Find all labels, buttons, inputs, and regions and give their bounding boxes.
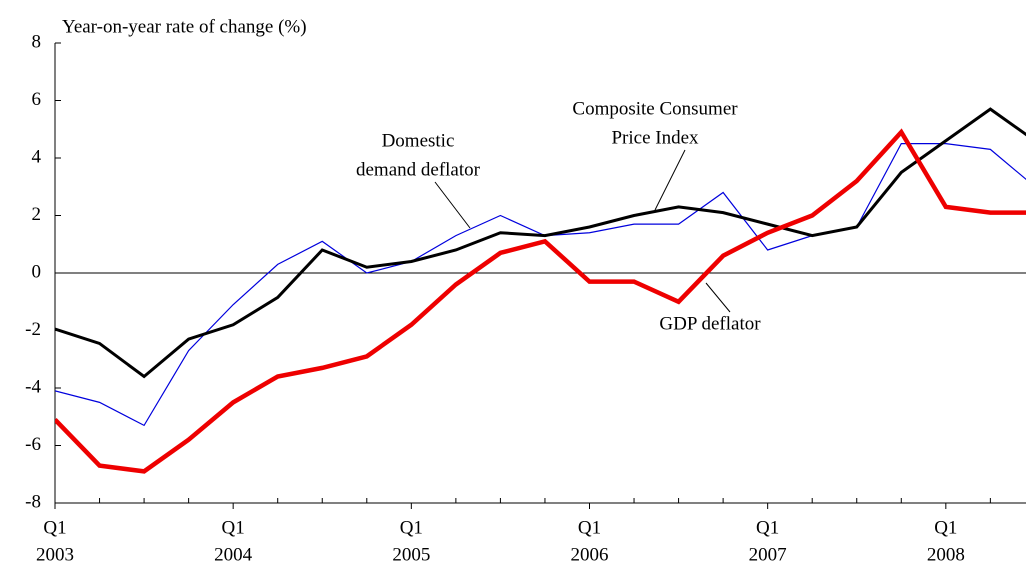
y-tick-label: -2 (25, 319, 41, 340)
x-tick-label: 2004 (214, 544, 253, 565)
y-tick-label: -6 (25, 434, 41, 455)
annotation: demand deflator (356, 159, 481, 180)
plot-lines (55, 107, 1026, 474)
y-tick-label: 2 (32, 204, 42, 225)
x-tick-label: Q1 (43, 517, 66, 538)
x-tick-label: Q1 (400, 517, 423, 538)
annotation-leader (434, 181, 471, 229)
annotation: Composite Consumer (572, 98, 738, 119)
y-tick-label: 0 (32, 261, 42, 282)
y-tick-label: -8 (25, 491, 41, 512)
annotation: Price Index (611, 127, 699, 148)
x-tick-label: 2008 (927, 544, 965, 565)
x-tick-label: 2006 (570, 544, 608, 565)
annotation-leader (705, 282, 731, 313)
annotation: Domestic (382, 130, 455, 151)
y-tick-label: 6 (32, 89, 42, 110)
series-line (55, 128, 1026, 474)
x-tick-label: Q1 (222, 517, 245, 538)
y-tick-label: 8 (32, 31, 42, 52)
x-tick-label: Q1 (756, 517, 779, 538)
x-tick-label: 2007 (749, 544, 787, 565)
y-tick-label: 4 (32, 146, 42, 167)
series-line (55, 143, 1026, 427)
x-tick-label: Q1 (578, 517, 601, 538)
y-tick-label: -4 (25, 376, 41, 397)
series-line (55, 107, 1026, 379)
annotation-leader (654, 149, 686, 211)
x-tick-label: 2003 (36, 544, 74, 565)
x-tick-label: 2005 (392, 544, 430, 565)
x-tick-label: Q1 (934, 517, 957, 538)
annotation: GDP deflator (659, 313, 761, 334)
y-axis-title: Year-on-year rate of change (%) (62, 16, 307, 37)
